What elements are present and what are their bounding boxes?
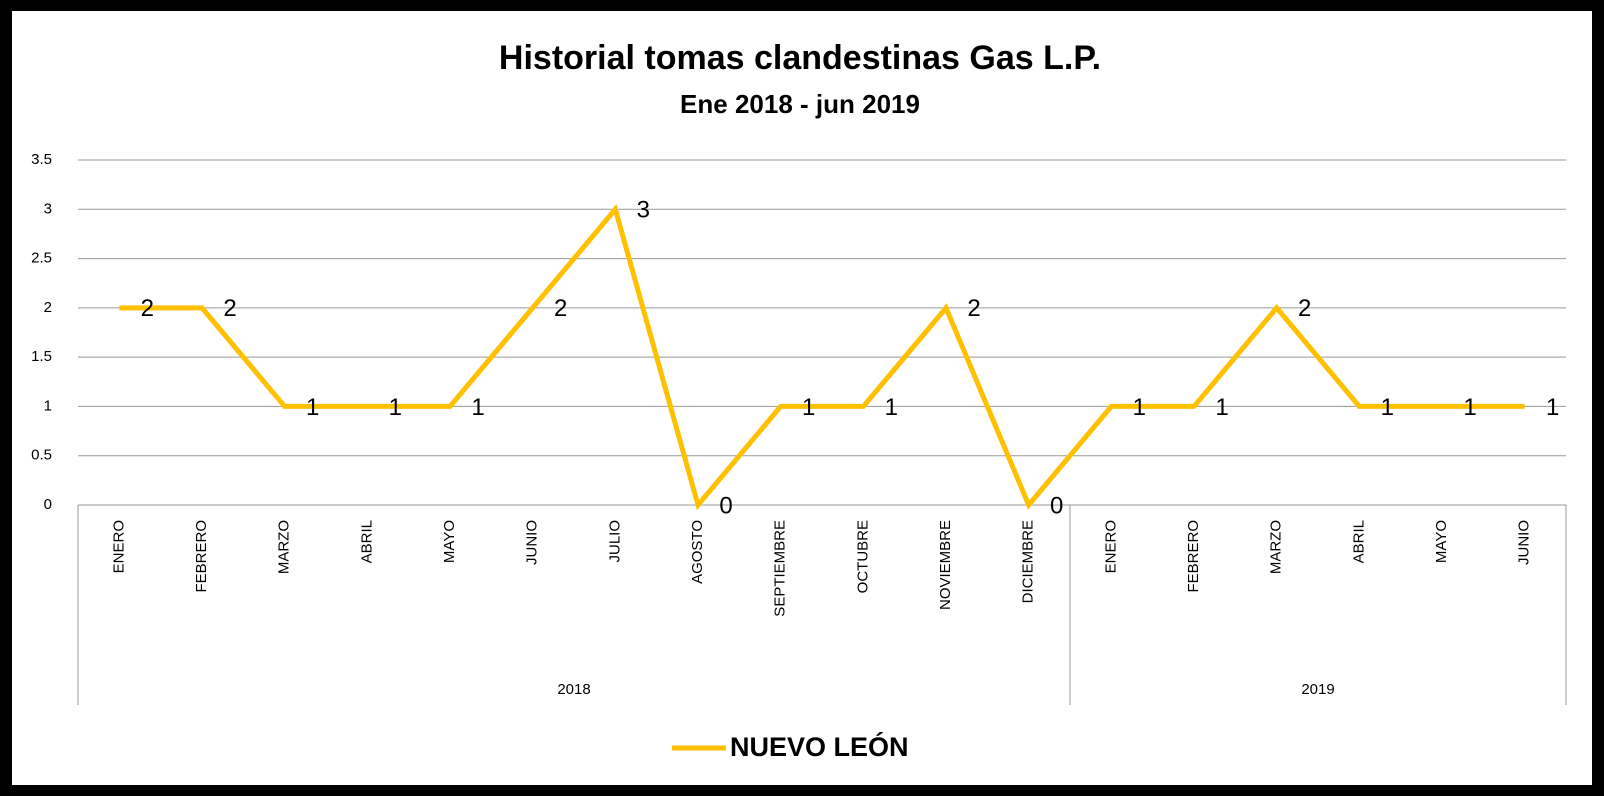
x-tick-label: SEPTIEMBRE bbox=[772, 520, 789, 617]
y-tick-label: 0 bbox=[44, 496, 52, 513]
y-tick-label: 3 bbox=[44, 200, 52, 217]
data-label: 2 bbox=[967, 295, 980, 322]
x-tick-label: DICIEMBRE bbox=[1020, 520, 1037, 603]
legend-label: NUEVO LEÓN bbox=[730, 731, 909, 762]
chart-subtitle: Ene 2018 - jun 2019 bbox=[680, 89, 920, 119]
x-tick-label: ABRIL bbox=[1350, 520, 1367, 563]
y-tick-label: 3.5 bbox=[31, 151, 52, 168]
x-tick-label: MARZO bbox=[1268, 520, 1285, 574]
x-tick-label: ENERO bbox=[1102, 520, 1119, 573]
x-tick-label: OCTUBRE bbox=[854, 520, 871, 593]
data-label: 0 bbox=[719, 492, 732, 519]
x-tick-label: AGOSTO bbox=[689, 520, 706, 584]
data-label: 1 bbox=[389, 394, 402, 421]
x-tick-label: ENERO bbox=[110, 520, 127, 573]
data-label: 2 bbox=[554, 295, 567, 322]
group-label: 2019 bbox=[1301, 681, 1334, 698]
x-tick-label: MAYO bbox=[1433, 520, 1450, 563]
y-tick-label: 0.5 bbox=[31, 447, 52, 464]
x-tick-label: MARZO bbox=[276, 520, 293, 574]
data-label: 1 bbox=[885, 394, 898, 421]
x-tick-label: JUNIO bbox=[1516, 520, 1533, 565]
x-tick-label: JULIO bbox=[606, 520, 623, 563]
data-label: 1 bbox=[1133, 394, 1146, 421]
y-tick-label: 1.5 bbox=[31, 348, 52, 365]
data-label: 2 bbox=[1298, 295, 1311, 322]
chart-title: Historial tomas clandestinas Gas L.P. bbox=[499, 39, 1101, 77]
y-tick-label: 2.5 bbox=[31, 250, 52, 267]
x-tick-label: FEBRERO bbox=[1185, 520, 1202, 593]
data-label: 1 bbox=[471, 394, 484, 421]
x-tick-label: JUNIO bbox=[524, 520, 541, 565]
data-label: 2 bbox=[223, 295, 236, 322]
y-tick-label: 1 bbox=[44, 397, 52, 414]
line bbox=[119, 204, 1525, 511]
data-label: 1 bbox=[306, 394, 319, 421]
data-label: 1 bbox=[1546, 394, 1559, 421]
y-tick-label: 2 bbox=[44, 299, 52, 316]
x-tick-label: NOVIEMBRE bbox=[937, 520, 954, 610]
data-label: 1 bbox=[1381, 394, 1394, 421]
group-label: 2018 bbox=[557, 681, 590, 698]
data-label: 1 bbox=[1463, 394, 1476, 421]
x-tick-label: FEBRERO bbox=[193, 520, 210, 593]
data-label: 0 bbox=[1050, 492, 1063, 519]
x-tick-label: MAYO bbox=[441, 520, 458, 563]
data-label: 3 bbox=[637, 197, 650, 224]
data-label: 1 bbox=[802, 394, 815, 421]
x-tick-label: ABRIL bbox=[358, 520, 375, 563]
data-label: 1 bbox=[1215, 394, 1228, 421]
data-label: 2 bbox=[141, 295, 154, 322]
